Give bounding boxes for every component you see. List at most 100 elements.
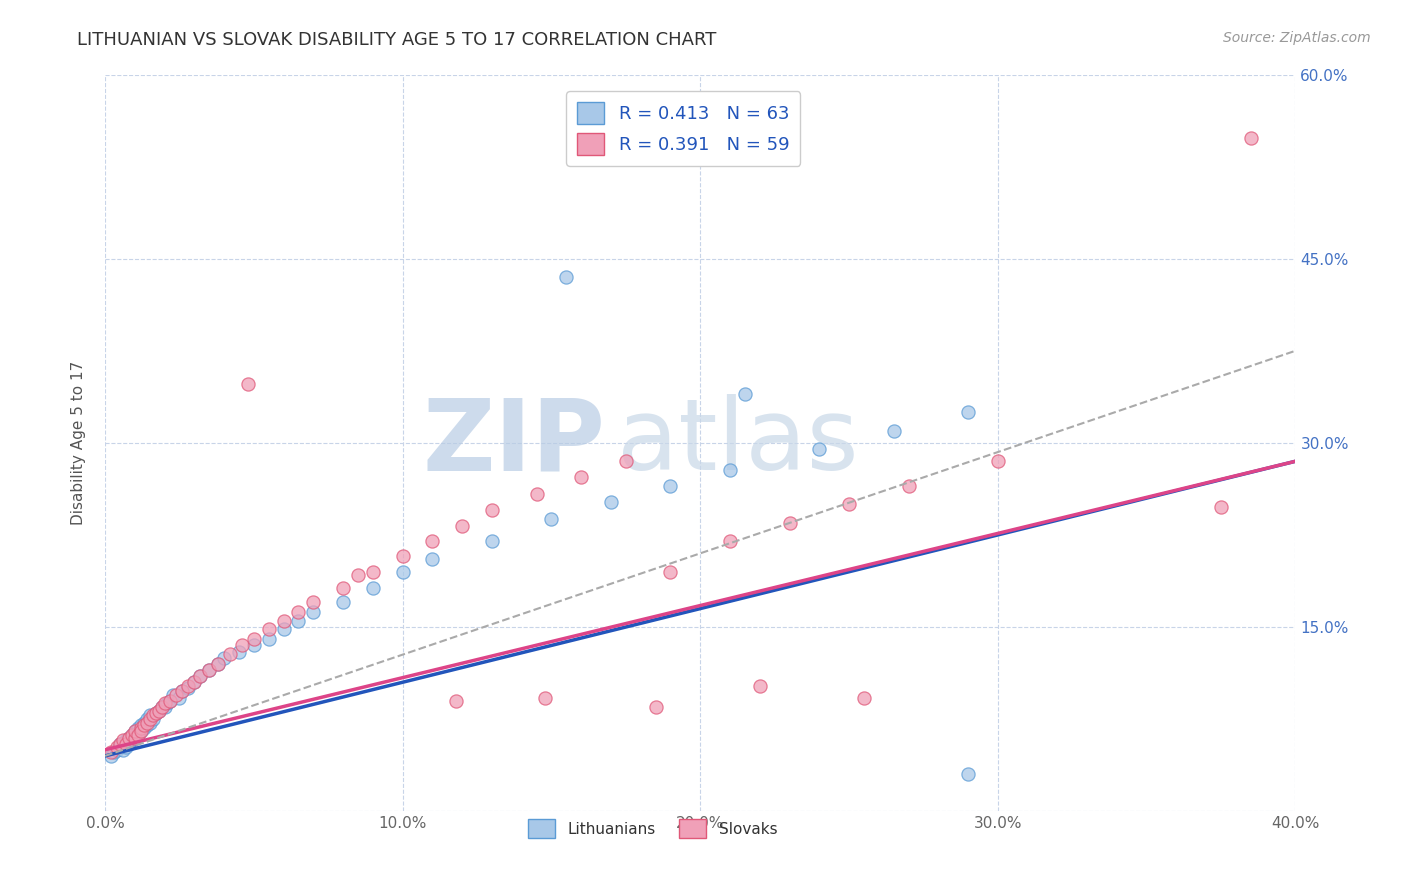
- Legend: Lithuanians, Slovaks: Lithuanians, Slovaks: [522, 814, 783, 844]
- Point: [219, 647, 242, 661]
- Point: [135, 712, 157, 726]
- Point: [114, 740, 136, 755]
- Point: [138, 715, 160, 730]
- Point: [1209, 500, 1232, 514]
- Point: [779, 516, 801, 530]
- Point: [287, 614, 309, 628]
- Point: [481, 534, 503, 549]
- Text: Source: ZipAtlas.com: Source: ZipAtlas.com: [1223, 31, 1371, 45]
- Text: atlas: atlas: [617, 394, 859, 491]
- Point: [302, 605, 325, 619]
- Point: [148, 704, 170, 718]
- Point: [150, 699, 173, 714]
- Point: [569, 470, 592, 484]
- Point: [852, 691, 875, 706]
- Point: [121, 733, 143, 747]
- Point: [172, 684, 194, 698]
- Point: [159, 694, 181, 708]
- Point: [734, 386, 756, 401]
- Point: [124, 724, 146, 739]
- Point: [644, 699, 666, 714]
- Text: LITHUANIAN VS SLOVAK DISABILITY AGE 5 TO 17 CORRELATION CHART: LITHUANIAN VS SLOVAK DISABILITY AGE 5 TO…: [77, 31, 717, 49]
- Point: [748, 679, 770, 693]
- Point: [534, 691, 557, 706]
- Point: [391, 549, 413, 563]
- Point: [451, 519, 474, 533]
- Point: [659, 565, 682, 579]
- Point: [142, 712, 165, 726]
- Y-axis label: Disability Age 5 to 17: Disability Age 5 to 17: [72, 360, 86, 525]
- Point: [808, 442, 831, 456]
- Point: [121, 728, 143, 742]
- Point: [111, 743, 134, 757]
- Point: [153, 696, 176, 710]
- Point: [228, 644, 250, 658]
- Point: [121, 728, 143, 742]
- Point: [165, 688, 187, 702]
- Point: [129, 718, 152, 732]
- Point: [188, 669, 211, 683]
- Point: [148, 704, 170, 718]
- Point: [1240, 131, 1263, 145]
- Point: [614, 454, 637, 468]
- Point: [526, 487, 548, 501]
- Point: [118, 737, 141, 751]
- Point: [111, 737, 134, 751]
- Point: [361, 565, 384, 579]
- Point: [243, 632, 266, 647]
- Point: [118, 731, 141, 745]
- Point: [142, 708, 165, 723]
- Point: [156, 696, 179, 710]
- Point: [172, 684, 194, 698]
- Point: [391, 565, 413, 579]
- Point: [243, 639, 266, 653]
- Point: [212, 650, 235, 665]
- Point: [138, 712, 160, 726]
- Point: [145, 706, 167, 720]
- Point: [118, 731, 141, 745]
- Point: [105, 740, 128, 755]
- Point: [897, 479, 920, 493]
- Point: [124, 731, 146, 745]
- Point: [127, 728, 149, 742]
- Point: [183, 675, 205, 690]
- Point: [135, 715, 157, 730]
- Point: [257, 623, 280, 637]
- Point: [100, 748, 122, 763]
- Point: [177, 681, 200, 696]
- Point: [957, 405, 980, 419]
- Point: [332, 581, 354, 595]
- Point: [132, 721, 155, 735]
- Point: [127, 728, 149, 742]
- Text: ZIP: ZIP: [422, 394, 605, 491]
- Point: [138, 708, 160, 723]
- Point: [273, 623, 295, 637]
- Point: [302, 595, 325, 609]
- Point: [838, 497, 860, 511]
- Point: [162, 688, 184, 702]
- Point: [129, 724, 152, 739]
- Point: [198, 663, 221, 677]
- Point: [481, 503, 503, 517]
- Point: [188, 669, 211, 683]
- Point: [129, 721, 152, 735]
- Point: [108, 737, 131, 751]
- Point: [145, 706, 167, 720]
- Point: [103, 745, 125, 759]
- Point: [114, 737, 136, 751]
- Point: [207, 657, 229, 671]
- Point: [124, 724, 146, 739]
- Point: [332, 595, 354, 609]
- Point: [957, 767, 980, 781]
- Point: [114, 733, 136, 747]
- Point: [132, 715, 155, 730]
- Point: [444, 694, 467, 708]
- Point: [150, 699, 173, 714]
- Point: [135, 718, 157, 732]
- Point: [718, 463, 741, 477]
- Point: [105, 743, 128, 757]
- Point: [207, 657, 229, 671]
- Point: [177, 679, 200, 693]
- Point: [236, 376, 259, 391]
- Point: [361, 581, 384, 595]
